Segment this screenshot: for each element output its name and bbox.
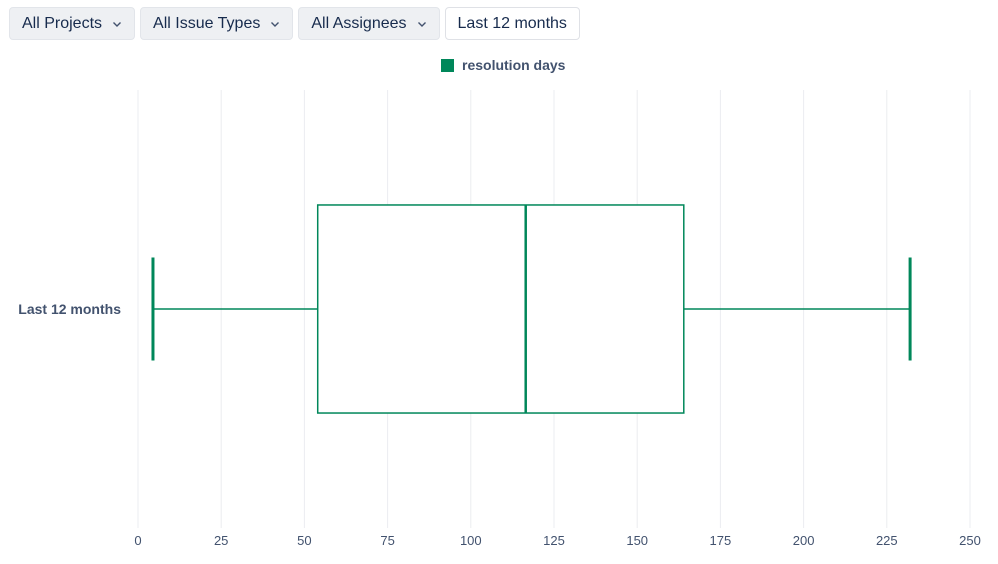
issue-types-dropdown[interactable]: All Issue Types bbox=[140, 7, 294, 40]
period-button[interactable]: Last 12 months bbox=[444, 7, 580, 40]
projects-dropdown[interactable]: All Projects bbox=[9, 7, 136, 40]
legend-label: resolution days bbox=[462, 57, 566, 73]
x-tick-label: 75 bbox=[380, 533, 394, 548]
legend-swatch bbox=[441, 58, 454, 72]
chevron-down-icon bbox=[417, 21, 426, 27]
x-tick-label: 225 bbox=[876, 533, 898, 548]
x-tick-label: 200 bbox=[793, 533, 815, 548]
x-tick-label: 100 bbox=[460, 533, 482, 548]
x-tick-label: 150 bbox=[626, 533, 648, 548]
projects-dropdown-label: All Projects bbox=[22, 14, 103, 32]
filter-bar: All Projects All Issue Types All Assigne… bbox=[9, 7, 580, 40]
period-button-label: Last 12 months bbox=[457, 14, 567, 32]
x-tick-label: 0 bbox=[134, 533, 141, 548]
assignees-dropdown-label: All Assignees bbox=[311, 14, 407, 32]
x-tick-label: 250 bbox=[959, 533, 981, 548]
chevron-down-icon bbox=[113, 21, 122, 27]
x-tick-label: 25 bbox=[214, 533, 228, 548]
x-tick-label: 50 bbox=[297, 533, 311, 548]
x-tick-label: 175 bbox=[710, 533, 732, 548]
chart-legend[interactable]: resolution days bbox=[441, 57, 565, 73]
assignees-dropdown[interactable]: All Assignees bbox=[298, 7, 440, 40]
iqr-box bbox=[316, 204, 685, 414]
chevron-down-icon bbox=[271, 21, 280, 27]
issue-types-dropdown-label: All Issue Types bbox=[153, 14, 261, 32]
y-category-label: Last 12 months bbox=[18, 301, 121, 317]
x-tick-label: 125 bbox=[543, 533, 565, 548]
